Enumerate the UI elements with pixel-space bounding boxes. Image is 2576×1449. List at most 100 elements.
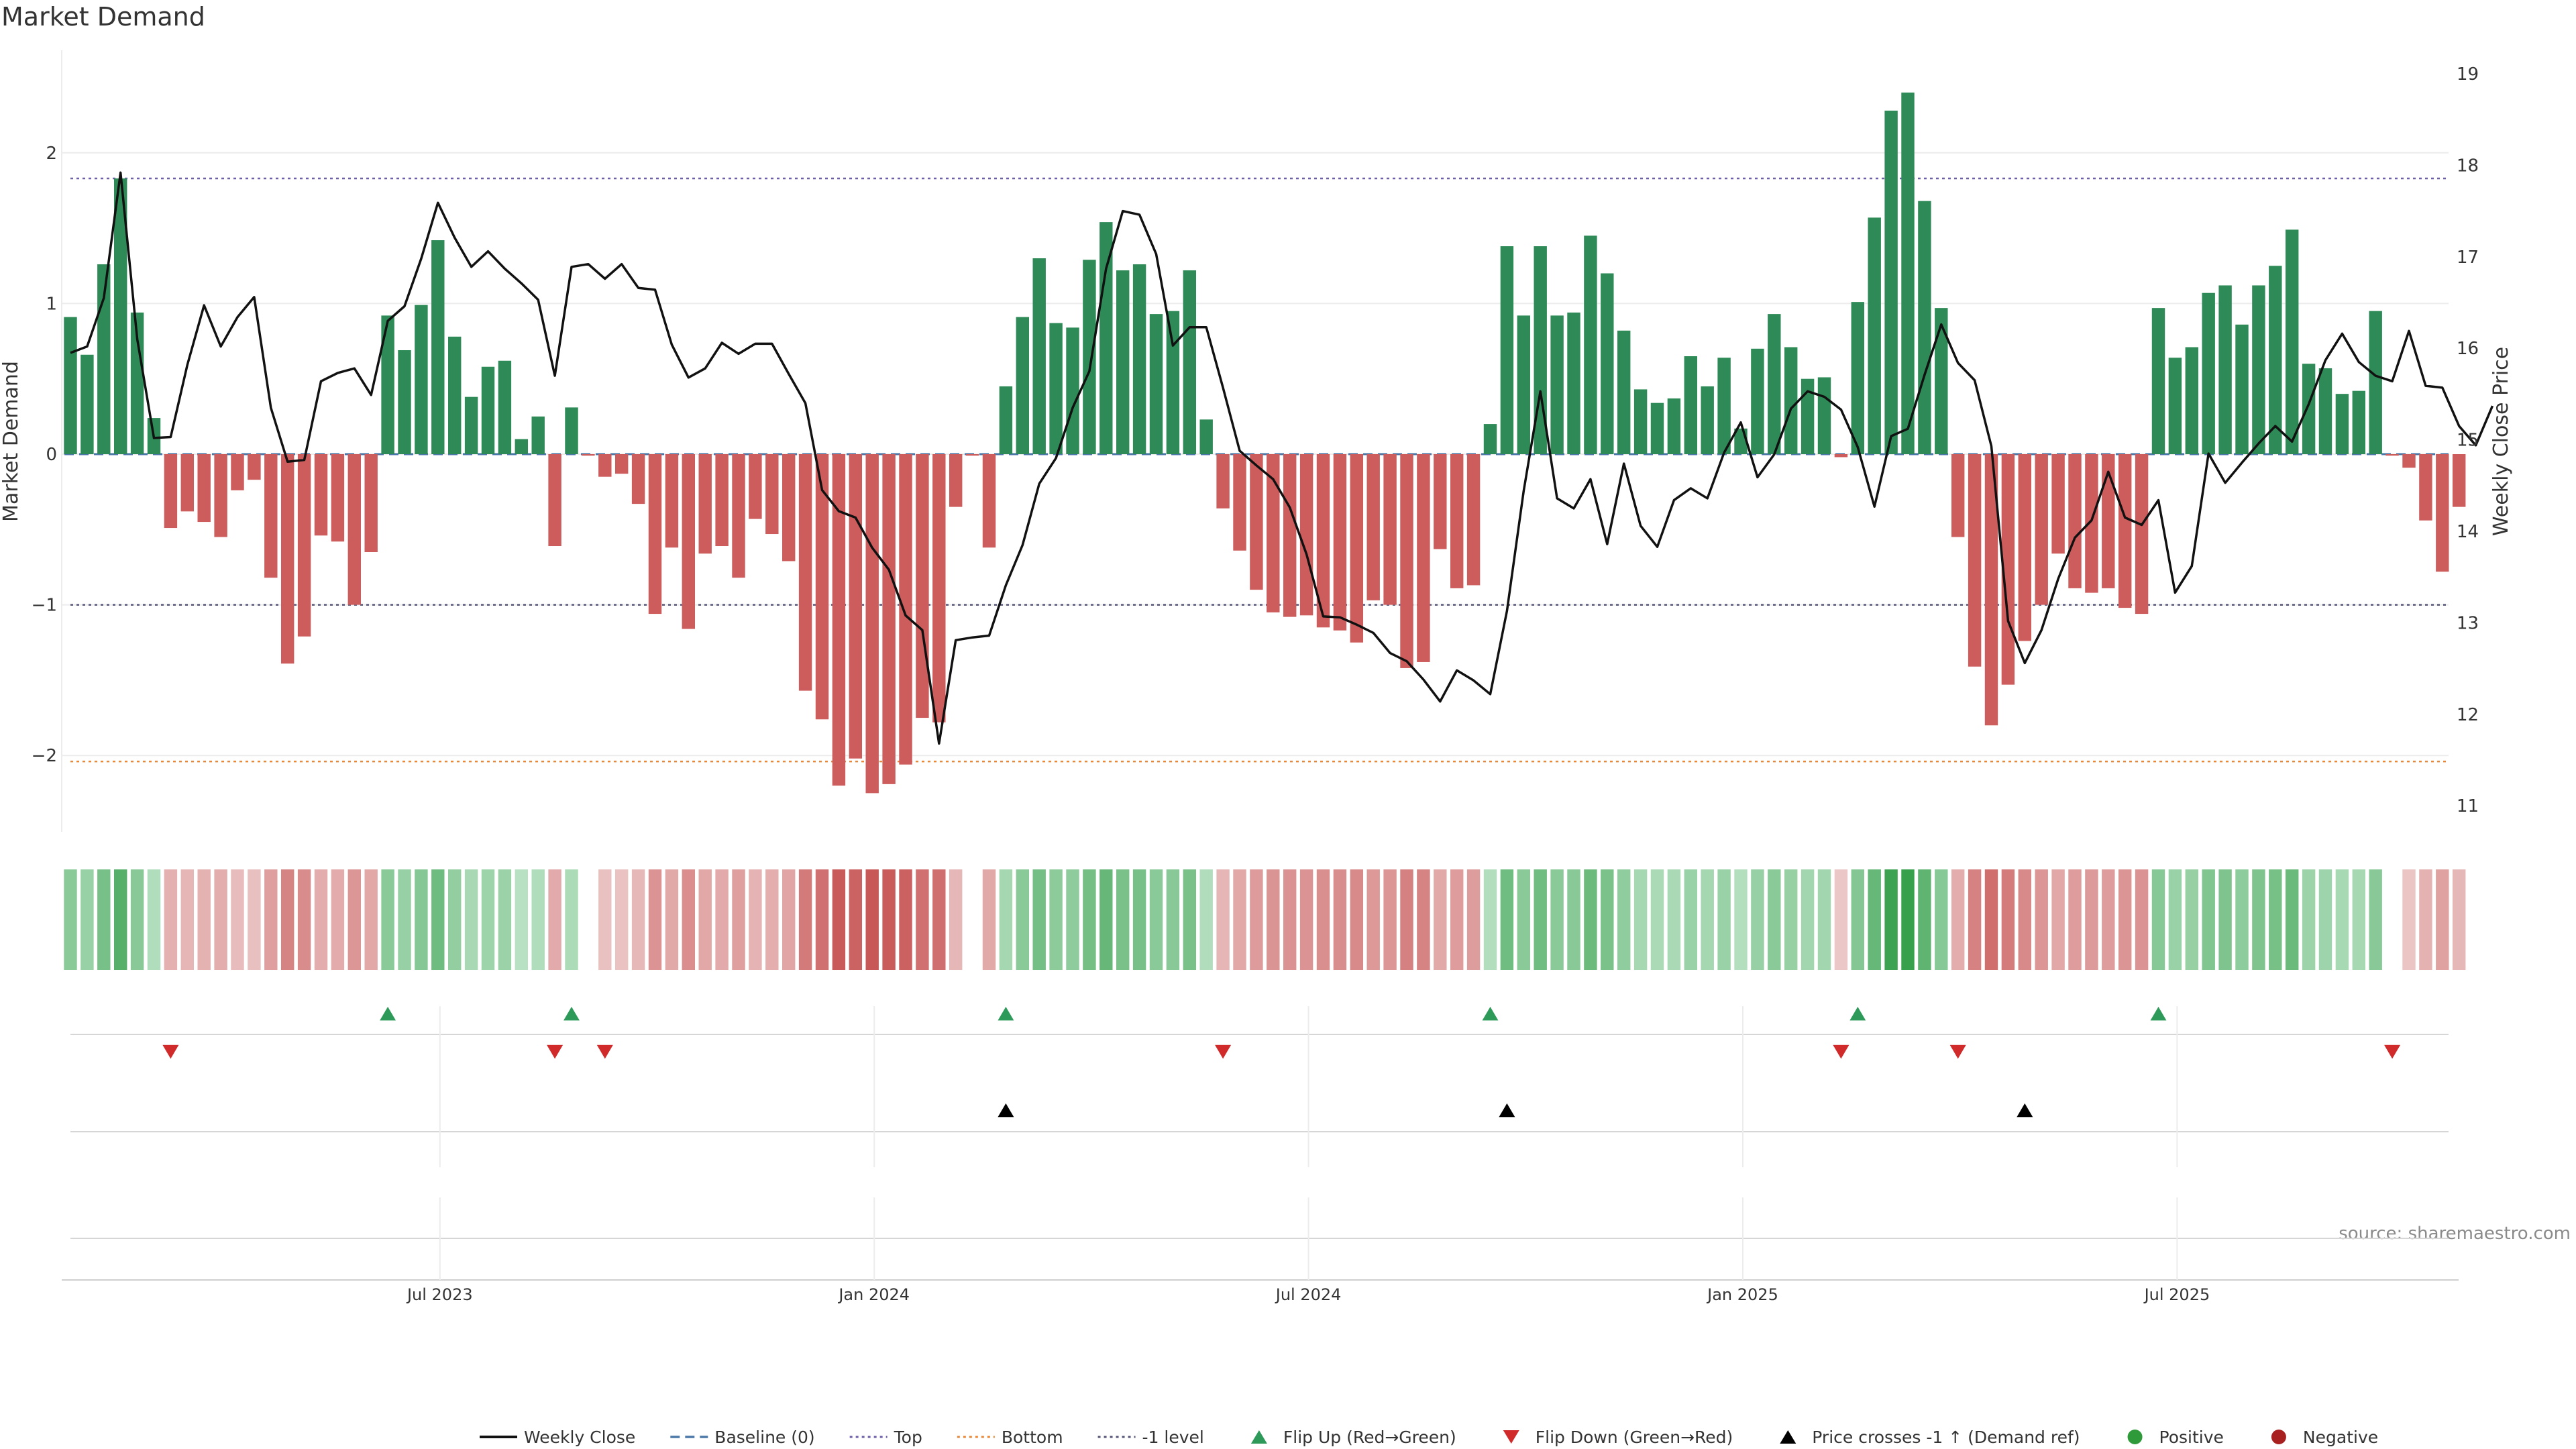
demand-bar-negative <box>749 454 762 519</box>
demand-bar-negative <box>1216 454 1230 508</box>
heat-cell <box>1567 869 1580 970</box>
flip-down-marker <box>596 1044 613 1059</box>
left-tick-label: 1 <box>46 294 57 314</box>
flip-up-marker <box>2150 1006 2167 1021</box>
heat-cell <box>782 869 796 970</box>
demand-bar-negative <box>815 454 829 720</box>
x-tick-label: Jul 2023 <box>406 1285 473 1304</box>
heat-cell <box>1483 869 1497 970</box>
demand-bar-negative <box>782 454 796 561</box>
demand-bar-positive <box>1918 201 1931 454</box>
demand-bar-positive <box>2285 229 2299 454</box>
demand-bar-negative <box>548 454 561 547</box>
demand-bar-positive <box>97 264 111 454</box>
demand-bar-positive <box>1633 389 1648 454</box>
demand-bar-negative <box>614 454 629 474</box>
heat-strip <box>64 869 2466 970</box>
heat-cell <box>1417 869 1430 970</box>
heat-cell <box>732 869 745 970</box>
demand-bar-positive <box>2185 347 2199 454</box>
demand-bar-negative <box>1316 454 1330 628</box>
heat-cell <box>113 869 127 970</box>
heat-cell <box>614 869 629 970</box>
demand-bar-negative <box>297 454 311 637</box>
demand-bar-positive <box>515 439 529 454</box>
demand-bar-negative <box>331 454 345 542</box>
signal-markers <box>162 1006 2401 1118</box>
heat-cell <box>1032 869 1046 970</box>
demand-bar-negative <box>2436 454 2449 572</box>
heat-cell <box>264 869 278 970</box>
demand-bar-negative <box>1968 454 1982 667</box>
legend-label: Positive <box>2159 1428 2224 1447</box>
heat-cell <box>882 869 896 970</box>
demand-bar-positive <box>1935 308 1948 454</box>
demand-bar-positive <box>1701 386 1714 454</box>
heat-cell <box>464 869 478 970</box>
demand-bar-negative <box>214 454 227 537</box>
heat-cell <box>749 869 762 970</box>
heat-cell <box>1734 869 1748 970</box>
heat-cell <box>1383 869 1397 970</box>
demand-bar-negative <box>197 454 211 523</box>
price-cross-marker <box>2017 1103 2033 1118</box>
heat-cell <box>498 869 512 970</box>
demand-bar-negative <box>1834 454 1848 458</box>
heat-cell <box>1751 869 1764 970</box>
x-tick-label: Jan 2024 <box>837 1285 910 1304</box>
flip-down-marker <box>1833 1044 1849 1059</box>
heat-cell <box>2285 869 2299 970</box>
heat-cell <box>1400 869 1413 970</box>
x-tick-label: Jan 2025 <box>1706 1285 1778 1304</box>
heat-cell <box>180 869 195 970</box>
demand-bar-negative <box>2085 454 2098 593</box>
demand-bar-negative <box>765 454 779 535</box>
demand-bar-negative <box>715 454 729 547</box>
demand-bar-positive <box>447 336 462 454</box>
flip-up-marker <box>998 1006 1014 1021</box>
demand-bar-negative <box>264 454 278 578</box>
demand-bar-positive <box>1717 358 1731 454</box>
flip-down-marker <box>1215 1044 1232 1059</box>
heat-cell <box>381 869 394 970</box>
demand-bar-positive <box>1166 311 1180 454</box>
heat-cell <box>197 869 211 970</box>
heat-cell <box>2402 869 2416 970</box>
heat-cell <box>1199 869 1213 970</box>
demand-bar-positive <box>1116 270 1130 454</box>
demand-bar-negative <box>2135 454 2149 614</box>
heat-cell <box>1333 869 1347 970</box>
heat-cell <box>1684 869 1698 970</box>
demand-bar-negative <box>1383 454 1397 605</box>
demand-bar-negative <box>2452 454 2466 507</box>
heat-cell <box>2235 869 2249 970</box>
demand-bar-positive <box>2335 394 2349 454</box>
weekly-close-line <box>70 171 2494 745</box>
demand-bar-positive <box>1884 110 1898 455</box>
demand-bar-positive <box>531 416 545 454</box>
heat-cell <box>515 869 529 970</box>
flip-up-marker <box>1849 1006 1866 1021</box>
heat-cell <box>347 869 362 970</box>
heat-cell <box>1299 869 1313 970</box>
heat-cell <box>1083 869 1096 970</box>
demand-bar-negative <box>1233 454 1246 551</box>
demand-bar-positive <box>1584 235 1597 454</box>
heat-cell <box>1267 869 1280 970</box>
heat-cell <box>1116 869 1130 970</box>
demand-bar-positive <box>2352 390 2366 454</box>
demand-bar-positive <box>1768 314 1781 454</box>
demand-bar-positive <box>1817 377 1831 454</box>
heat-cell <box>1517 869 1531 970</box>
demand-bar-positive <box>2302 364 2316 454</box>
demand-bar-positive <box>1149 314 1163 454</box>
legend-label: Bottom <box>1002 1428 1063 1447</box>
heat-cell <box>1768 869 1781 970</box>
demand-bar-negative <box>882 454 896 784</box>
heat-cell <box>1283 869 1297 970</box>
demand-bar-negative <box>1951 454 1965 537</box>
demand-bar-positive <box>2235 324 2249 454</box>
heat-cell <box>2202 869 2215 970</box>
demand-bar-negative <box>865 454 879 794</box>
demand-bar-negative <box>965 454 979 456</box>
